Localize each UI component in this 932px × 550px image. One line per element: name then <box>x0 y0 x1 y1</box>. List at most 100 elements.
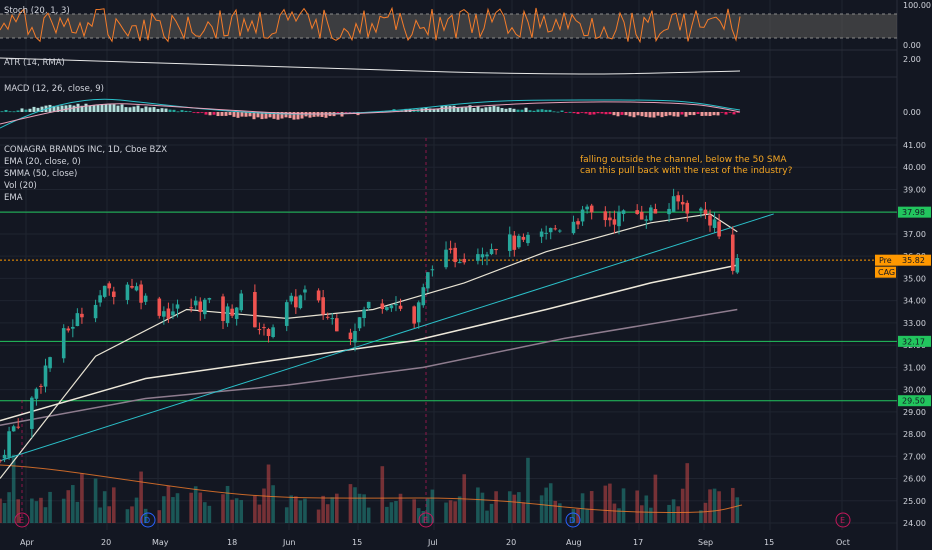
candlesticks <box>0 188 740 464</box>
stoch-axis-100: 100.00 <box>903 1 931 10</box>
macd-histogram-bar <box>260 112 264 120</box>
macd-histogram-bar <box>428 108 432 112</box>
candle-body <box>30 397 34 429</box>
stoch-line <box>0 6 741 44</box>
macd-histogram-bar <box>464 107 468 112</box>
volume-bar <box>553 500 558 523</box>
candle-body <box>589 205 594 213</box>
volume-bar <box>203 502 207 523</box>
candle-body <box>294 296 298 308</box>
macd-histogram-bar <box>508 107 512 112</box>
dividend-event-icon[interactable] <box>565 512 581 528</box>
atr-label: ATR (14, RMA) <box>4 58 65 68</box>
volume-bar <box>608 483 612 523</box>
volume-bar <box>357 493 362 523</box>
dividend-event-icon[interactable] <box>140 512 156 528</box>
event-label: E <box>423 516 428 525</box>
candle-body <box>193 300 198 306</box>
indicator-vol-label: Vol (20) <box>4 181 37 191</box>
x-tick-label: 20 <box>506 538 516 547</box>
macd-histogram-bar <box>668 112 672 116</box>
volume-bar <box>48 491 52 523</box>
volume-bar <box>166 485 171 523</box>
volume-bar <box>708 489 712 523</box>
volume-bar <box>366 507 371 523</box>
candle-body <box>394 304 398 306</box>
volume-bar <box>230 499 234 523</box>
macd-histogram-bar <box>128 107 132 112</box>
y-tick-label: 33.00 <box>903 319 926 328</box>
volume-bar <box>239 500 244 523</box>
volume-bar <box>139 471 143 523</box>
macd-histogram-bar <box>624 112 628 116</box>
earnings-event-icon[interactable] <box>418 512 434 528</box>
macd-histogram-bar <box>220 112 224 116</box>
macd-histogram-bar <box>4 109 8 112</box>
macd-histogram-bar <box>152 107 156 112</box>
macd-histogram-bar <box>468 105 472 112</box>
macd-histogram-bar <box>308 112 312 118</box>
volume-bar <box>635 490 639 523</box>
candle-body <box>303 289 307 293</box>
candle-body <box>48 357 52 369</box>
candle-body <box>366 301 371 309</box>
macd-histogram-bar <box>256 112 260 118</box>
candle-body <box>521 236 526 240</box>
stoch-axis-0: 0.00 <box>903 41 921 50</box>
volume-bar <box>457 496 462 523</box>
premarket-price-tag <box>875 254 931 266</box>
symbol-label: CAG <box>878 268 895 277</box>
candle-body <box>685 202 690 214</box>
earnings-event-icon[interactable] <box>14 512 30 528</box>
macd-histogram-bar <box>196 112 200 114</box>
volume-bar <box>448 500 453 523</box>
macd-histogram-bar <box>640 112 644 117</box>
candle-body <box>130 285 134 288</box>
earnings-event-icon[interactable] <box>835 512 851 528</box>
macd-histogram-bar <box>480 108 484 112</box>
volume-bar <box>380 466 385 523</box>
candle-body <box>708 215 712 226</box>
macd-histogram-bar <box>556 111 560 113</box>
candle-body <box>189 307 193 309</box>
y-tick-label: 39.00 <box>903 185 926 194</box>
macd-histogram-bar <box>452 105 456 112</box>
resistance-price-tag <box>898 206 931 218</box>
macd-histogram-bar <box>204 112 208 115</box>
macd-histogram-bar <box>172 109 176 112</box>
macd-histogram-bar <box>136 105 140 112</box>
support-price-tag-2 <box>898 395 931 407</box>
macd-histogram-bar <box>84 103 88 112</box>
macd-histogram-bar <box>100 104 104 112</box>
macd-histogram-bar <box>588 112 592 115</box>
candle-body <box>539 231 544 237</box>
candle-body <box>703 209 708 214</box>
candle-body <box>230 308 234 316</box>
macd-histogram-bar <box>608 112 612 115</box>
macd-histogram-bar <box>104 104 108 112</box>
macd-histogram-bar <box>276 112 280 120</box>
indicator-ema-label: EMA <box>4 193 23 203</box>
volume-bar <box>699 510 703 523</box>
macd-histogram-bar <box>580 112 584 113</box>
volume-bar <box>2 503 7 523</box>
macd-histogram-bar <box>716 112 720 116</box>
volume-bar <box>389 502 394 523</box>
volume-bar <box>43 507 48 523</box>
candle-body <box>571 221 576 234</box>
volume-bar <box>221 494 225 523</box>
candle-body <box>284 302 289 326</box>
premarket-label: Pre <box>879 256 892 265</box>
volume-bar <box>671 499 676 523</box>
y-tick-label: 34.00 <box>903 297 926 306</box>
volume-bar <box>171 497 175 523</box>
candle-body <box>257 329 262 331</box>
volume-bar <box>34 501 39 523</box>
macd-histogram-bar <box>180 110 184 112</box>
candle-body <box>0 460 2 462</box>
macd-panel: MACD (12, 26, close, 9) 0.00 <box>0 84 921 129</box>
volume-bar <box>649 507 653 523</box>
support-price-text: 32.17 <box>902 337 925 346</box>
macd-histogram-bar <box>224 112 228 116</box>
